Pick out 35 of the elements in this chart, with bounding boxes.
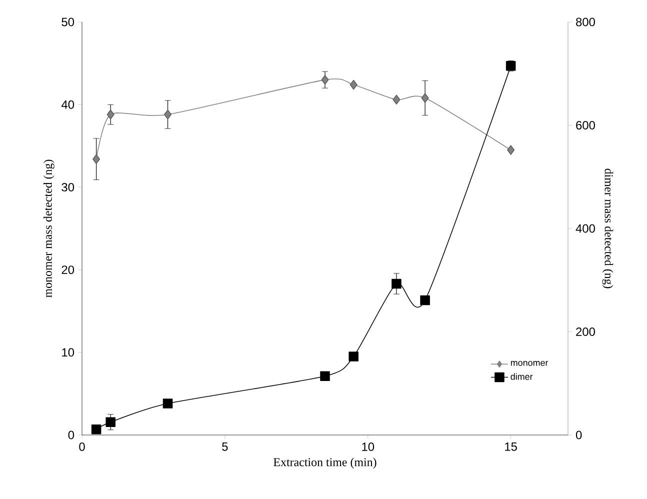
y-tick-label: 30 [62,182,74,192]
point [92,154,100,164]
y2-tick-label: 0 [576,430,582,440]
y-axis-title: monomer mass detected (ng) [43,160,54,298]
legend-label: monomer [510,360,548,366]
point [106,417,116,427]
y2-tick-label: 800 [576,18,595,26]
y-tick-label: 10 [62,348,74,357]
x-tick-label: 10 [362,442,374,451]
x-axis-title: Extraction time (min) [274,458,376,469]
point [348,352,358,362]
y2-axis-title: dimer mass detected (ng) [602,168,614,288]
point [507,145,515,155]
point [162,398,173,408]
point [321,74,329,85]
point [350,80,358,90]
x-tick-label: 0 [79,442,85,451]
y-tick-label: 50 [62,18,74,26]
y2-tick-label: 600 [576,121,595,130]
y-tick-label: 40 [61,100,74,109]
point [392,278,402,289]
y-tick-label: 20 [62,266,74,274]
point [320,371,330,382]
y2-tick-label: 200 [576,328,595,336]
point [392,94,400,105]
legend-label: dimer [510,373,533,380]
point [91,424,102,434]
point [106,110,114,120]
y2-tick-label: 400 [576,224,595,233]
point [421,93,429,103]
y-tick-label: 0 [68,430,74,440]
point [420,295,430,306]
point [164,110,172,120]
x-tick-label: 5 [222,442,228,451]
x-tick-label: 15 [505,442,517,451]
